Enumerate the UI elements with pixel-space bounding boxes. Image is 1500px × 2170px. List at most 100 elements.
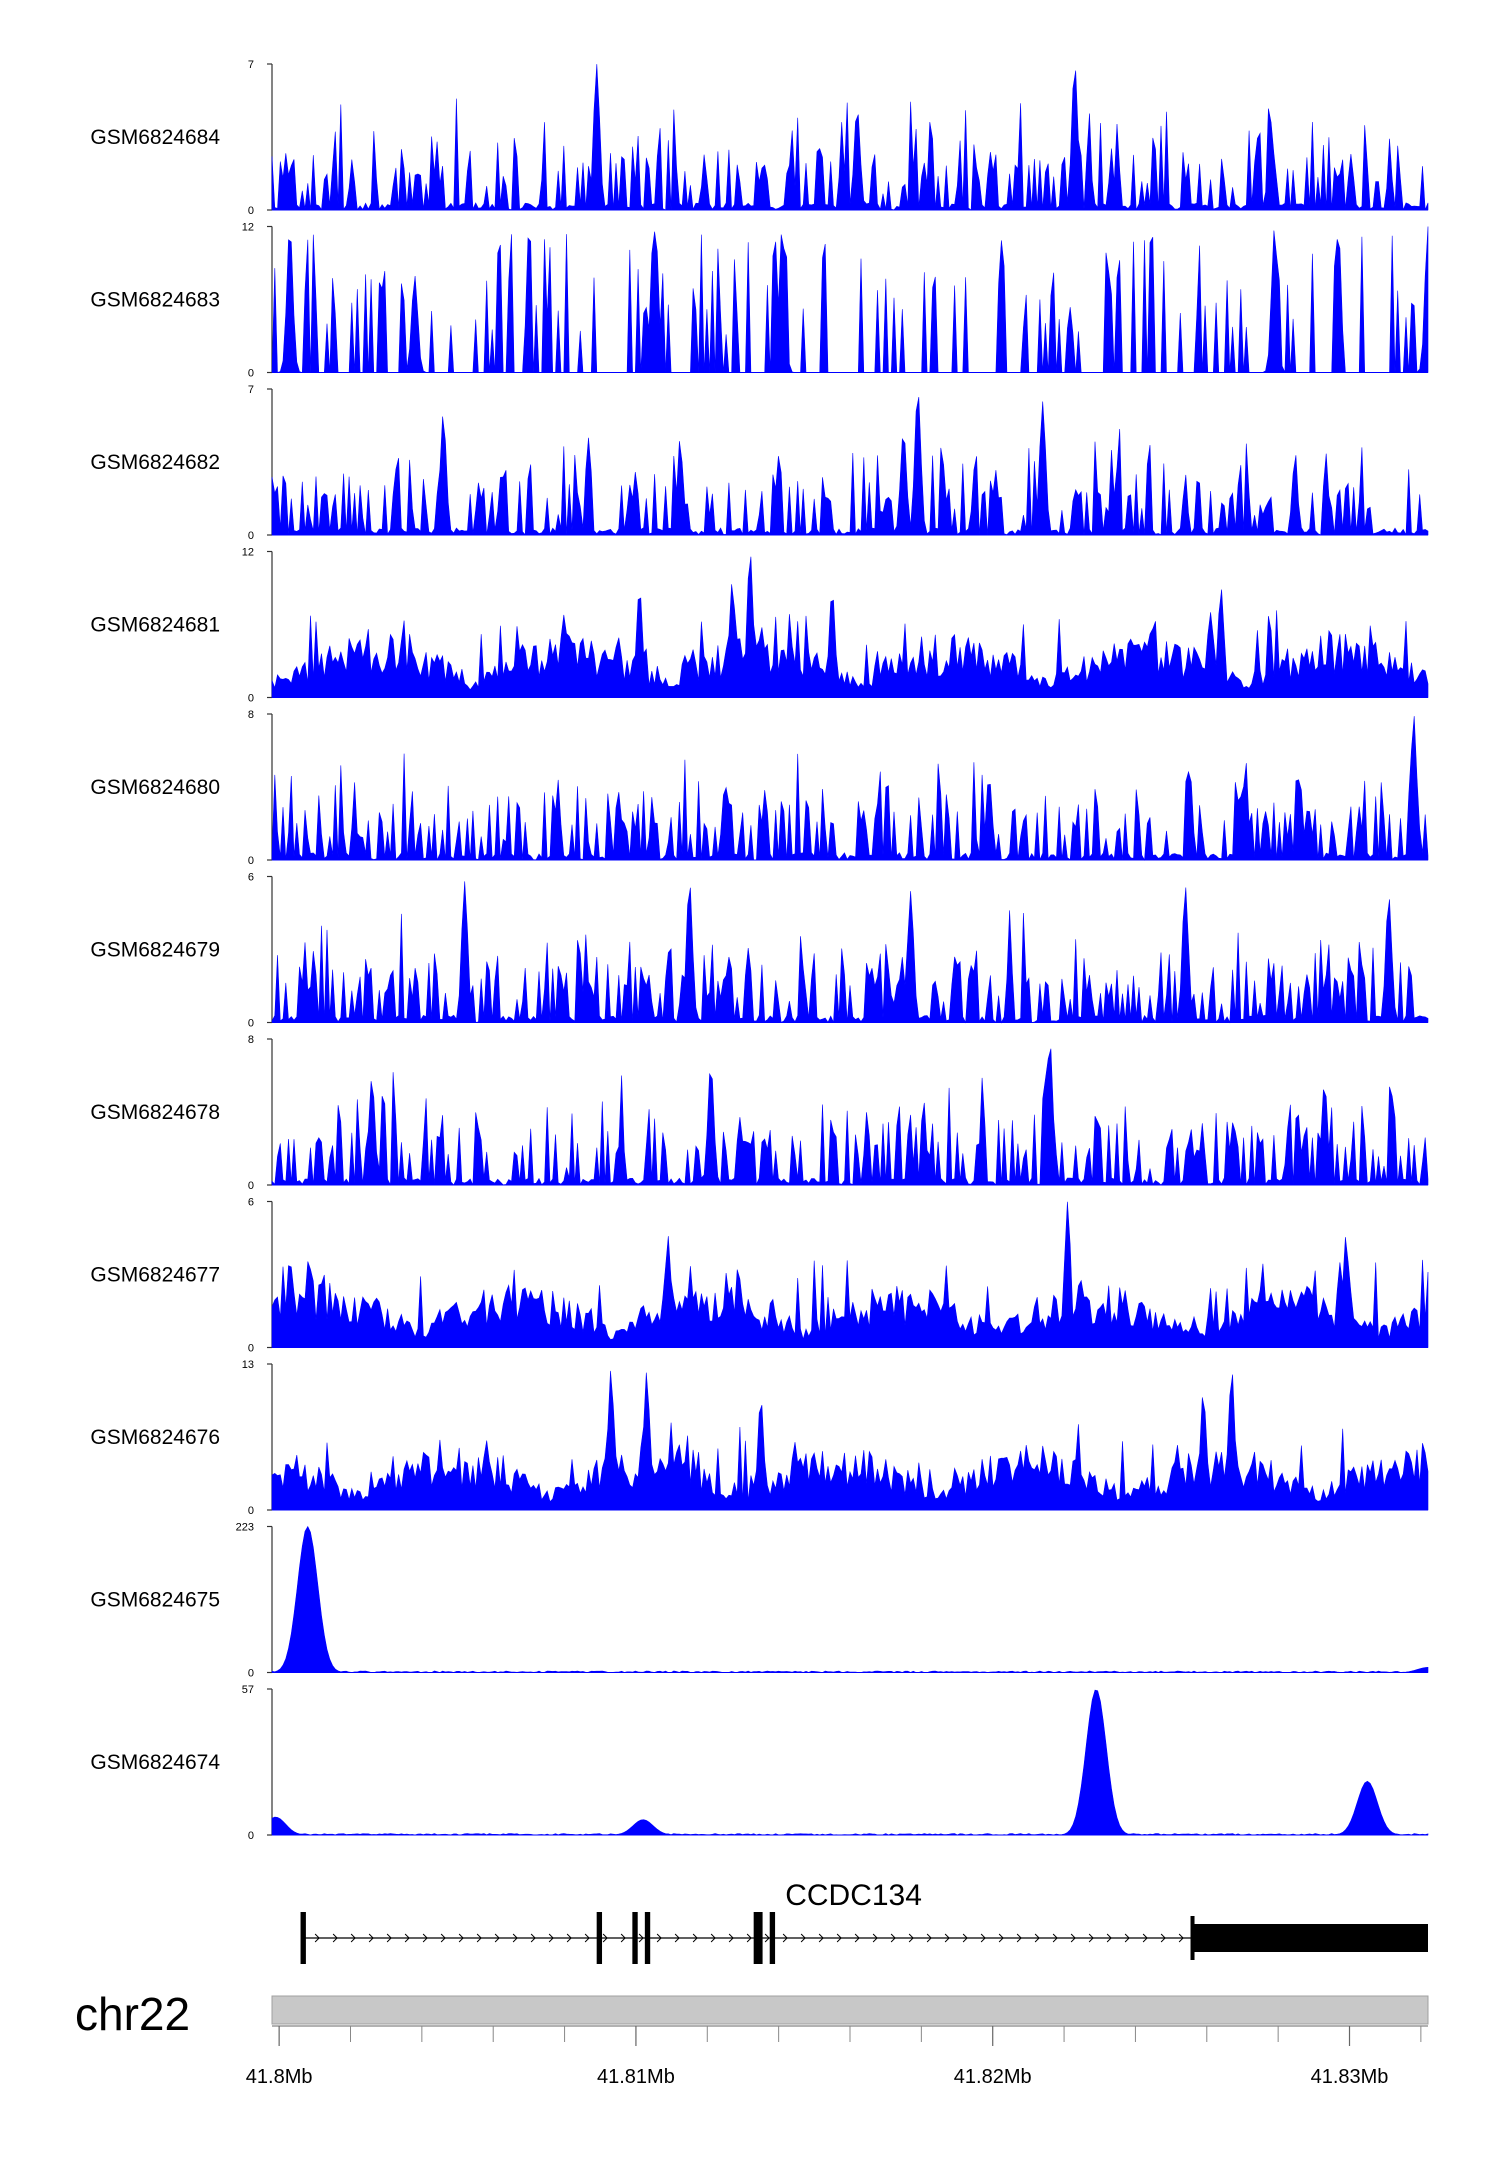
- exon-block: [596, 1912, 603, 1964]
- y-tick-label-min: 0: [248, 530, 254, 542]
- strand-arrow: [818, 1933, 824, 1943]
- y-tick-label-min: 0: [248, 1830, 254, 1842]
- coverage-area: [271, 1048, 1429, 1186]
- coverage-area: [271, 64, 1429, 211]
- strand-arrow: [1106, 1933, 1112, 1943]
- track-GSM6824677: GSM6824677 6 0: [90, 1197, 1429, 1355]
- y-tick-label-min: 0: [248, 205, 254, 217]
- track-label: GSM6824681: [90, 614, 220, 637]
- strand-arrow: [458, 1933, 464, 1943]
- y-tick-label-max: 6: [248, 1197, 254, 1209]
- x-tick-label: 41.8Mb: [246, 2066, 313, 2088]
- strand-arrow: [404, 1933, 410, 1943]
- track-label: GSM6824680: [90, 776, 220, 799]
- track-label: GSM6824677: [90, 1264, 220, 1287]
- strand-arrow: [1178, 1933, 1184, 1943]
- y-tick-label-min: 0: [248, 1505, 254, 1517]
- coverage-area: [271, 1525, 1429, 1673]
- strand-arrow: [728, 1933, 734, 1943]
- track-GSM6824674: GSM6824674 57 0: [90, 1684, 1429, 1842]
- track-label: GSM6824676: [90, 1426, 220, 1449]
- exon-block: [757, 1912, 763, 1964]
- coverage-area: [271, 881, 1429, 1024]
- strand-arrow: [584, 1933, 590, 1943]
- y-tick-label-max: 57: [242, 1684, 254, 1696]
- track-GSM6824679: GSM6824679 6 0: [90, 872, 1429, 1030]
- track-label: GSM6824682: [90, 451, 220, 474]
- y-tick-label-max: 7: [248, 384, 254, 396]
- y-tick-label-max: 12: [242, 222, 254, 234]
- strand-arrow: [602, 1933, 608, 1943]
- strand-arrow: [314, 1933, 320, 1943]
- strand-arrow: [530, 1933, 536, 1943]
- coverage-area: [271, 226, 1429, 374]
- strand-arrow: [332, 1933, 338, 1943]
- strand-arrow: [494, 1933, 500, 1943]
- strand-arrow: [890, 1933, 896, 1943]
- track-GSM6824682: GSM6824682 7 0: [90, 384, 1429, 542]
- coverage-tracks: GSM682468470GSM6824683120GSM682468270GSM…: [90, 59, 1429, 1842]
- gene-name: CCDC134: [785, 1879, 922, 1912]
- strand-arrow: [908, 1933, 914, 1943]
- exon-block: [753, 1912, 760, 1964]
- coverage-area: [271, 1689, 1429, 1836]
- strand-arrow: [1016, 1933, 1022, 1943]
- strand-arrow: [566, 1933, 572, 1943]
- strand-arrow: [674, 1933, 680, 1943]
- strand-arrow: [800, 1933, 806, 1943]
- strand-arrow: [692, 1933, 698, 1943]
- coverage-area: [271, 1370, 1429, 1511]
- y-tick-label-max: 13: [242, 1359, 254, 1371]
- strand-arrow: [944, 1933, 950, 1943]
- strand-arrow: [386, 1933, 392, 1943]
- chromosome-ideogram: chr22: [75, 1988, 1429, 2040]
- strand-arrow: [1160, 1933, 1166, 1943]
- strand-arrow: [422, 1933, 428, 1943]
- x-tick-label: 41.83Mb: [1311, 2066, 1389, 2088]
- strand-arrow: [764, 1933, 770, 1943]
- x-tick-label: 41.81Mb: [597, 2066, 675, 2088]
- strand-arrow: [512, 1933, 518, 1943]
- strand-arrow: [872, 1933, 878, 1943]
- coverage-area: [271, 716, 1429, 861]
- strand-arrow: [656, 1933, 662, 1943]
- strand-arrow: [980, 1933, 986, 1943]
- y-tick-label-min: 0: [248, 1180, 254, 1192]
- y-tick-label-min: 0: [248, 693, 254, 705]
- strand-arrow: [710, 1933, 716, 1943]
- track-label: GSM6824674: [90, 1751, 220, 1774]
- strand-arrow: [1034, 1933, 1040, 1943]
- y-tick-label-max: 8: [248, 1034, 254, 1046]
- strand-arrow: [476, 1933, 482, 1943]
- exon-boundary: [1190, 1916, 1195, 1960]
- track-label: GSM6824683: [90, 289, 220, 312]
- y-tick-label-max: 6: [248, 872, 254, 884]
- strand-arrow: [1124, 1933, 1130, 1943]
- track-GSM6824680: GSM6824680 8 0: [90, 709, 1429, 867]
- strand-arrow: [1088, 1933, 1094, 1943]
- y-tick-label-min: 0: [248, 1668, 254, 1680]
- track-GSM6824676: GSM6824676 13 0: [90, 1359, 1429, 1517]
- chromosome-band: [271, 1995, 1429, 2025]
- strand-arrow: [548, 1933, 554, 1943]
- exon-block: [1192, 1924, 1428, 1952]
- strand-arrow: [620, 1933, 626, 1943]
- coverage-area: [271, 396, 1429, 536]
- chromosome-label: chr22: [75, 1988, 190, 2040]
- exon-block: [632, 1912, 638, 1964]
- strand-arrow: [440, 1933, 446, 1943]
- coverage-area: [271, 1201, 1429, 1348]
- track-GSM6824681: GSM6824681 12 0: [90, 547, 1429, 705]
- genomic-axis: 41.8Mb 41.81Mb 41.82Mb 41.83Mb: [246, 2025, 1428, 2088]
- gene-track: CCDC134: [300, 1879, 1428, 1964]
- y-tick-label-max: 8: [248, 709, 254, 721]
- y-tick-label-min: 0: [248, 855, 254, 867]
- track-GSM6824678: GSM6824678 8 0: [90, 1034, 1429, 1192]
- exon-block: [644, 1912, 651, 1964]
- strand-arrow: [836, 1933, 842, 1943]
- y-tick-label-min: 0: [248, 1343, 254, 1355]
- track-label: GSM6824678: [90, 1101, 220, 1124]
- strand-arrow: [1070, 1933, 1076, 1943]
- strand-arrow: [1142, 1933, 1148, 1943]
